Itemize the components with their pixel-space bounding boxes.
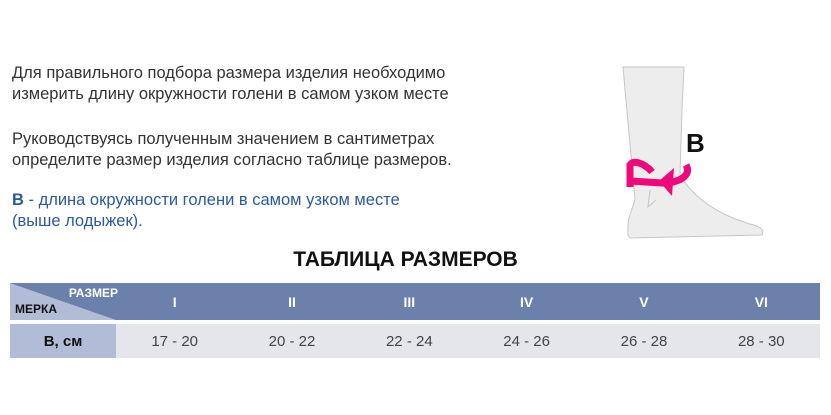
leg-shape [622, 66, 764, 239]
size-table: РАЗМЕР МЕРКА I II III IV V VI B, см 17 -… [10, 283, 820, 358]
value-cell: 17 - 20 [151, 332, 199, 350]
value-cell: 26 - 28 [620, 332, 668, 350]
value-cell: 24 - 26 [503, 332, 550, 350]
leg-illustration: B [622, 66, 764, 239]
size-header: II [288, 293, 296, 310]
b-description: B - длина окружности голени в самом узко… [12, 190, 400, 232]
table-header: РАЗМЕР МЕРКА I II III IV V VI [10, 283, 820, 320]
b-label: B [12, 191, 24, 209]
table-row: B, см 17 - 20 20 - 22 22 - 24 24 - 26 26… [10, 324, 820, 358]
size-header: V [639, 293, 649, 310]
size-header: III [403, 293, 416, 310]
line: (выше лодыжек). [12, 212, 143, 230]
line: измерить длину окружности голени в самом… [12, 85, 449, 103]
intro-text-1: Для правильного подбора размера изделия … [12, 63, 449, 105]
line: Для правильного подбора размера изделия … [12, 64, 446, 82]
line: - длина окружности голени в самом узком … [23, 191, 400, 209]
row-label: B, см [10, 324, 116, 358]
size-header: VI [754, 293, 768, 310]
size-header: I [172, 293, 177, 310]
value-cell: 20 - 22 [268, 332, 316, 350]
corner-bottom: МЕРКА [15, 302, 57, 316]
figure-label: B [686, 128, 705, 158]
corner-top: РАЗМЕР [68, 286, 118, 300]
corner-cell: РАЗМЕР МЕРКА [10, 283, 118, 320]
line: Руководствуясь полученным значением в са… [12, 130, 435, 148]
table-title: ТАБЛИЦА РАЗМЕРОВ [293, 248, 518, 271]
intro-text-2: Руководствуясь полученным значением в са… [12, 129, 452, 171]
size-header: IV [520, 293, 534, 310]
line: определите размер изделия согласно табли… [12, 151, 452, 169]
value-cell: 28 - 30 [737, 332, 785, 350]
value-cell: 22 - 24 [385, 332, 433, 350]
